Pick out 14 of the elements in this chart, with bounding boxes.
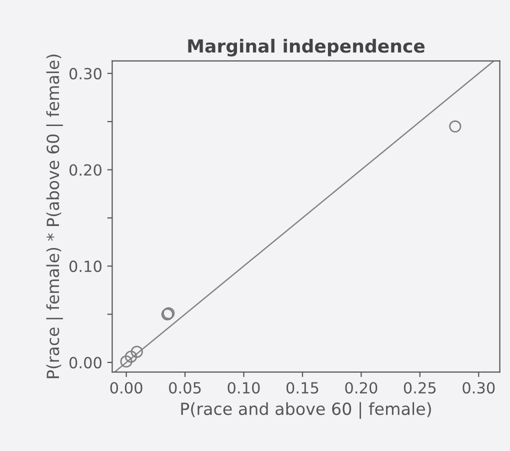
x-tick-label: 0.05 xyxy=(169,382,201,394)
y-axis-title: P(race | female) * P(above 60 | female) xyxy=(46,54,63,378)
x-axis-title: P(race and above 60 | female) xyxy=(181,402,431,419)
y-tick-label: 0.20 xyxy=(69,164,102,176)
x-tick-label: 0.25 xyxy=(404,382,436,394)
chart-title: Marginal independence xyxy=(188,38,425,56)
x-tick-label: 0.30 xyxy=(462,382,495,394)
y-tick-label: 0.00 xyxy=(69,356,102,368)
x-tick-label: 0.20 xyxy=(345,382,378,394)
x-tick-label: 0.10 xyxy=(228,382,260,394)
y-tick-label: 0.10 xyxy=(69,260,102,272)
y-tick-label: 0.30 xyxy=(69,68,102,80)
x-tick-label: 0.15 xyxy=(286,382,318,394)
x-tick-label: 0.00 xyxy=(110,382,142,394)
